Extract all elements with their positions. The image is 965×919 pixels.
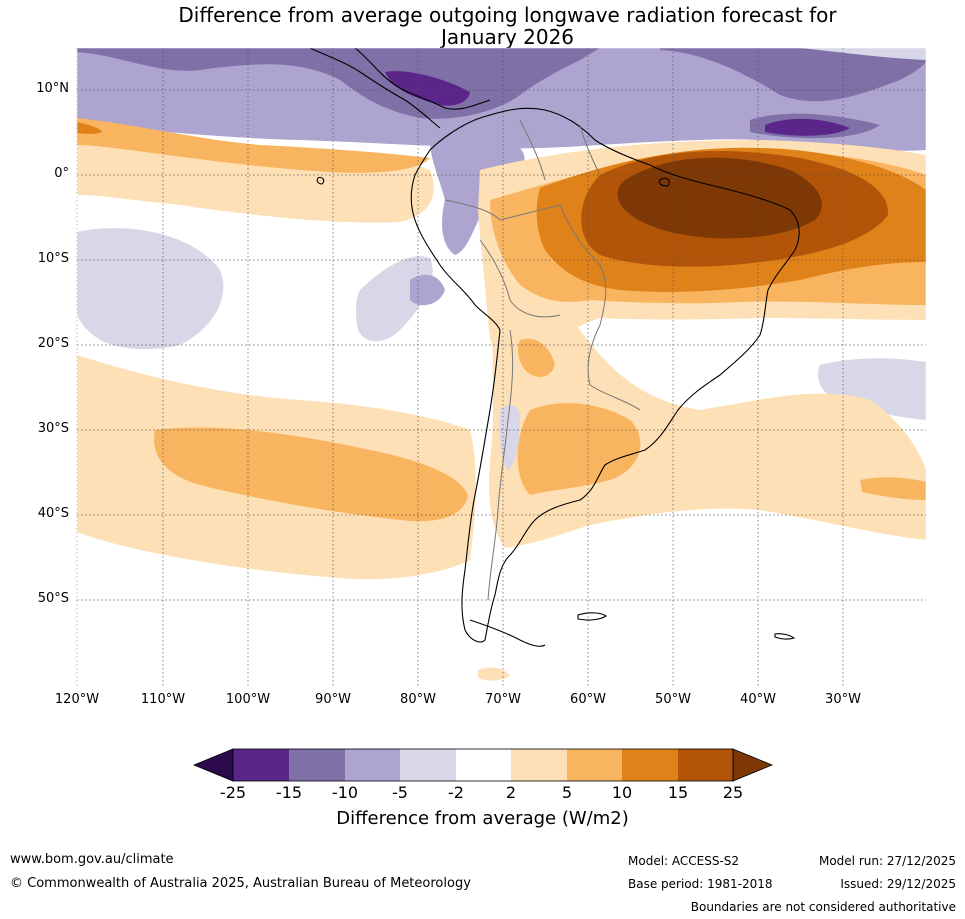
lon-label: 120°W (54, 692, 100, 707)
model-run-info: Model run: 27/12/2025 (818, 854, 956, 868)
colorbar-extend-low (192, 748, 234, 782)
tierra-del-fuego (469, 619, 546, 647)
lat-label: 30°S (37, 421, 69, 436)
galapagos-islands (316, 176, 325, 185)
colorbar-extend-high (732, 748, 774, 782)
colorbar-tick-label: -25 (219, 783, 247, 802)
south-georgia (774, 633, 796, 640)
colorbar-swatch-pos-2 (511, 749, 567, 781)
model-info: Model: ACCESS-S2 (628, 854, 740, 868)
map-title-line1: Difference from average outgoing longwav… (178, 3, 837, 27)
anomaly-region-pos-10 (77, 122, 102, 134)
colorbar-outline (232, 748, 734, 782)
anomaly-region-neg-15 (385, 71, 470, 106)
lon-label: 90°W (315, 692, 351, 707)
copyright-notice: © Commonwealth of Australia 2025, Austra… (10, 876, 471, 891)
boundaries-disclaimer: Boundaries are not considered authoritat… (690, 900, 956, 914)
colorbar-tick-label: 2 (505, 783, 517, 802)
lat-label: 0° (54, 166, 69, 181)
lon-label: 80°W (400, 692, 436, 707)
website-link[interactable]: www.bom.gov.au/climate (10, 852, 174, 867)
anomaly-region-neg-2 (77, 228, 224, 350)
anomaly-region-neg-15 (765, 118, 850, 136)
lat-label: 50°S (37, 591, 69, 606)
map-frame (76, 47, 927, 687)
country-borders (444, 119, 641, 601)
lat-label: 40°S (37, 506, 69, 521)
map-title-line2: January 2026 (440, 25, 575, 49)
anomaly-region-neg-5 (410, 274, 445, 306)
anomaly-region-pos-5 (517, 338, 555, 377)
lon-label: 40°W (740, 692, 776, 707)
colorbar-tick-label: 15 (667, 783, 689, 802)
colorbar (192, 748, 774, 782)
coastlines (309, 48, 800, 647)
lon-label: 110°W (140, 692, 186, 707)
island-marajo (658, 177, 670, 187)
central-america-coastline (309, 48, 441, 129)
lon-label: 50°W (655, 692, 691, 707)
anomaly-region-neg-10 (660, 48, 926, 102)
colorbar-tick-label: -10 (331, 783, 359, 802)
colorbar-swatch-pos-15 (678, 749, 733, 781)
base-period-info: Base period: 1981-2018 (628, 877, 773, 891)
lon-label: 70°W (485, 692, 521, 707)
anomaly-region-neg-2 (355, 256, 433, 342)
colorbar-tick-label: 25 (722, 783, 744, 802)
anomaly-region-pos-5 (517, 403, 641, 495)
colorbar-swatch-neg-10 (345, 749, 400, 781)
colorbar-tick-label: -5 (392, 783, 408, 802)
colorbar-title: Difference from average (W/m2) (336, 808, 629, 829)
colorbar-tick-label: -15 (275, 783, 303, 802)
colorbar-swatch-pos-10 (622, 749, 678, 781)
anomaly-field (77, 48, 926, 686)
anomaly-region-pos-25 (617, 157, 822, 239)
colorbar-swatch-neg-5 (400, 749, 456, 781)
lon-label: 60°W (570, 692, 606, 707)
lat-label: 10°N (36, 81, 69, 96)
colorbar-swatch-neg-25 (233, 749, 289, 781)
colorbar-swatch-neutral (456, 749, 511, 781)
anomaly-region-pos-2 (489, 300, 926, 548)
anomaly-region-pos-5 (860, 477, 926, 500)
anomaly-region-neg-2 (800, 48, 926, 60)
map-title: Difference from average outgoing longwav… (0, 4, 965, 48)
anomaly-region-neg-10 (77, 48, 600, 119)
graticule (76, 48, 926, 686)
south-america-coastline (410, 107, 800, 643)
colorbar-swatch-pos-5 (567, 749, 622, 781)
anomaly-region-neg-2 (817, 358, 926, 420)
colorbar-tick-label: -2 (448, 783, 464, 802)
anomaly-region-pos-5 (77, 118, 430, 173)
lon-label: 30°W (825, 692, 861, 707)
anomaly-region-pos-5 (154, 427, 468, 522)
colorbar-swatch-neg-15 (289, 749, 345, 781)
lat-label: 10°S (37, 251, 69, 266)
lon-label: 100°W (225, 692, 271, 707)
issued-date: Issued: 29/12/2025 (840, 877, 956, 891)
falkland-islands (577, 612, 607, 621)
central-america-coastline (354, 48, 491, 110)
lat-label: 20°S (37, 336, 69, 351)
colorbar-tick-label: 5 (561, 783, 573, 802)
anomaly-region-pos-2 (478, 667, 510, 681)
colorbar-tick-label: 10 (611, 783, 633, 802)
